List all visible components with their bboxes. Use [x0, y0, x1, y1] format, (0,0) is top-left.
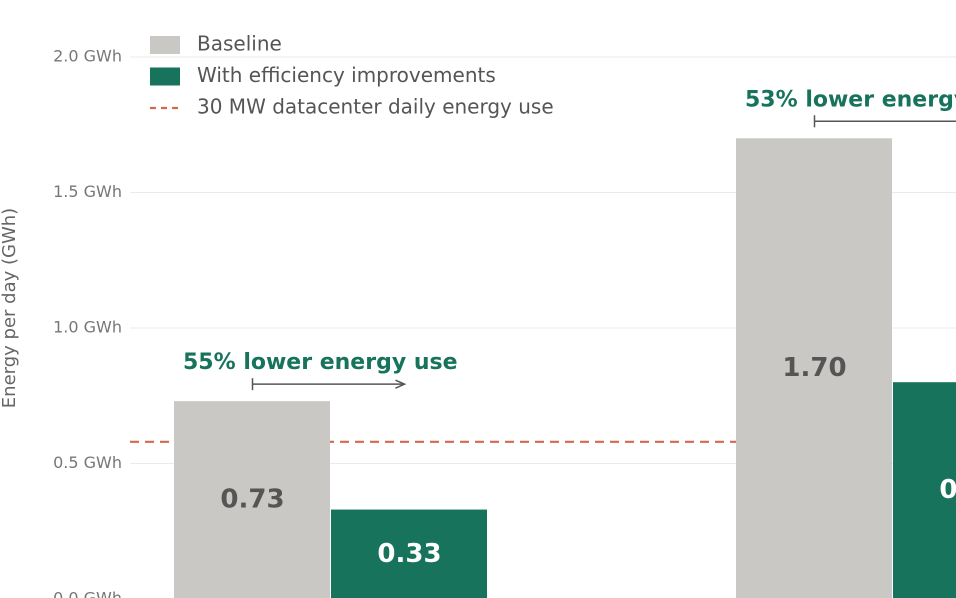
legend-label: With efficiency improvements — [197, 63, 496, 87]
y-tick-label: 0.5 GWh — [53, 453, 122, 472]
value-label: 0.33 — [377, 539, 441, 569]
y-tick-label: 1.5 GWh — [53, 182, 122, 201]
legend-label: Baseline — [197, 32, 282, 56]
legend-swatch — [150, 67, 180, 86]
y-tick-label: 2.0 GWh — [53, 47, 122, 66]
legend: Baseline With efficiency improvements 30 M… — [150, 32, 554, 119]
legend-swatch — [150, 36, 180, 54]
y-tick-label: 1.0 GWh — [53, 318, 122, 337]
annotation: 53% lower energy use — [745, 87, 956, 112]
value-label: 1.70 — [782, 353, 846, 383]
y-tick-label: 0.0 GWh — [53, 589, 122, 598]
bar — [331, 509, 487, 598]
bar — [893, 382, 956, 598]
arrow-head — [395, 379, 407, 389]
value-label: 0.73 — [220, 485, 284, 515]
y-axis-label: Energy per day (GWh) — [0, 208, 20, 408]
value-label: 0.80 — [939, 475, 956, 505]
bar — [736, 138, 892, 598]
bar — [174, 401, 330, 598]
legend-label: 30 MW datacenter daily energy use — [197, 95, 554, 119]
annotation: 55% lower energy use — [183, 350, 458, 375]
